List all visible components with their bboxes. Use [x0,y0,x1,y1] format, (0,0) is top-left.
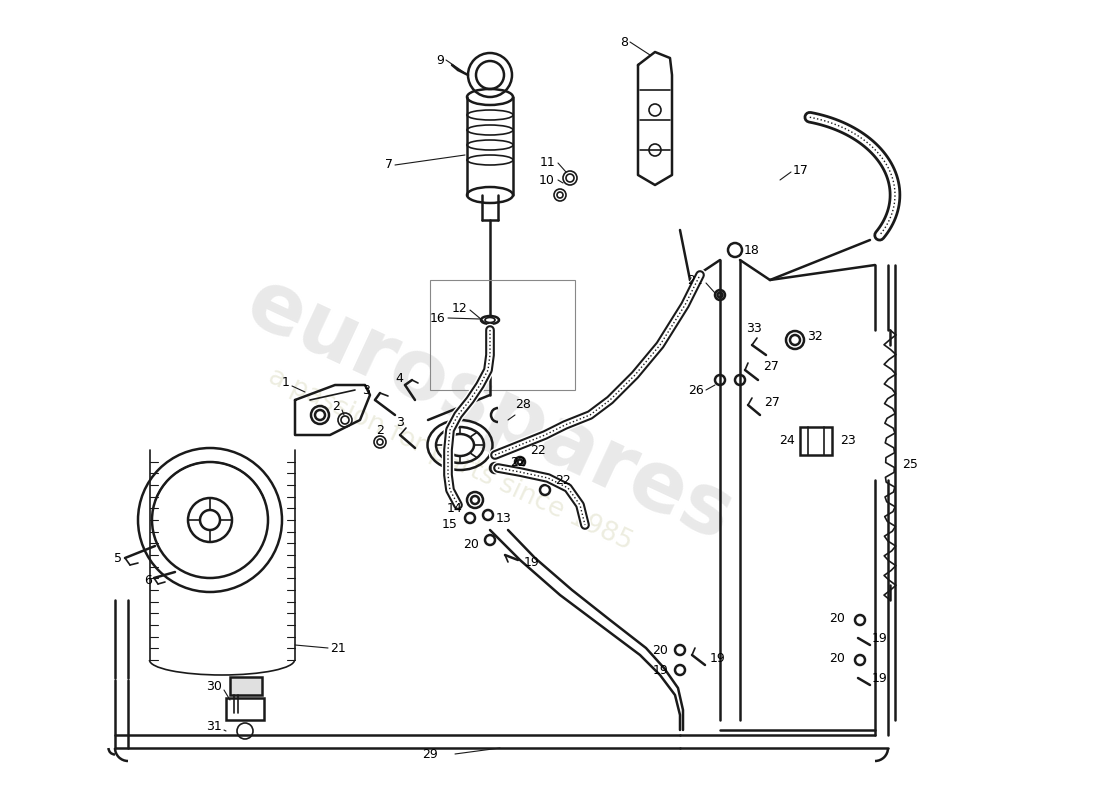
Text: 6: 6 [144,574,152,586]
Text: 20: 20 [652,643,668,657]
Text: 19: 19 [710,651,726,665]
Text: 22: 22 [530,443,546,457]
Text: 23: 23 [840,434,856,446]
Text: eurospares: eurospares [233,262,746,558]
Text: 21: 21 [330,642,345,654]
Text: 22: 22 [688,274,703,286]
Text: 17: 17 [793,163,808,177]
Text: 7: 7 [385,158,393,171]
Text: 19: 19 [872,631,888,645]
Text: 20: 20 [829,611,845,625]
Text: 29: 29 [422,749,438,762]
Bar [226,698,264,720]
Text: a passion for parts since 1985: a passion for parts since 1985 [264,364,636,556]
Text: 26: 26 [689,383,704,397]
Text: 19: 19 [652,663,668,677]
Text: 27: 27 [763,361,779,374]
Text: 11: 11 [539,157,556,170]
Text: 20: 20 [829,651,845,665]
Bar [430,280,575,390]
Text: 13: 13 [496,511,512,525]
Text: 20: 20 [463,538,478,551]
Text: 30: 30 [206,679,222,693]
Text: 15: 15 [442,518,458,531]
Text: 31: 31 [207,719,222,733]
Text: 27: 27 [764,395,780,409]
Text: 3: 3 [362,383,370,397]
Text: 16: 16 [429,311,446,325]
Text: 33: 33 [746,322,762,334]
Text: 25: 25 [902,458,917,471]
Text: 4: 4 [395,371,403,385]
Bar [230,677,262,695]
Ellipse shape [481,316,499,324]
Text: 10: 10 [539,174,556,186]
Text: 22: 22 [510,455,526,469]
Text: 18: 18 [744,243,760,257]
Text: 14: 14 [447,502,462,514]
Text: 12: 12 [451,302,468,314]
Text: 19: 19 [524,557,540,570]
Text: 5: 5 [114,551,122,565]
Text: 28: 28 [515,398,531,411]
Text: 2: 2 [332,401,340,414]
Text: 2: 2 [376,423,384,437]
Text: 24: 24 [779,434,795,446]
Text: 32: 32 [807,330,823,343]
Text: 9: 9 [436,54,444,66]
Text: 1: 1 [282,377,290,390]
Text: 19: 19 [872,671,888,685]
Text: 8: 8 [620,35,628,49]
Text: 3: 3 [396,415,404,429]
Text: 22: 22 [556,474,571,486]
Bar [800,427,832,455]
